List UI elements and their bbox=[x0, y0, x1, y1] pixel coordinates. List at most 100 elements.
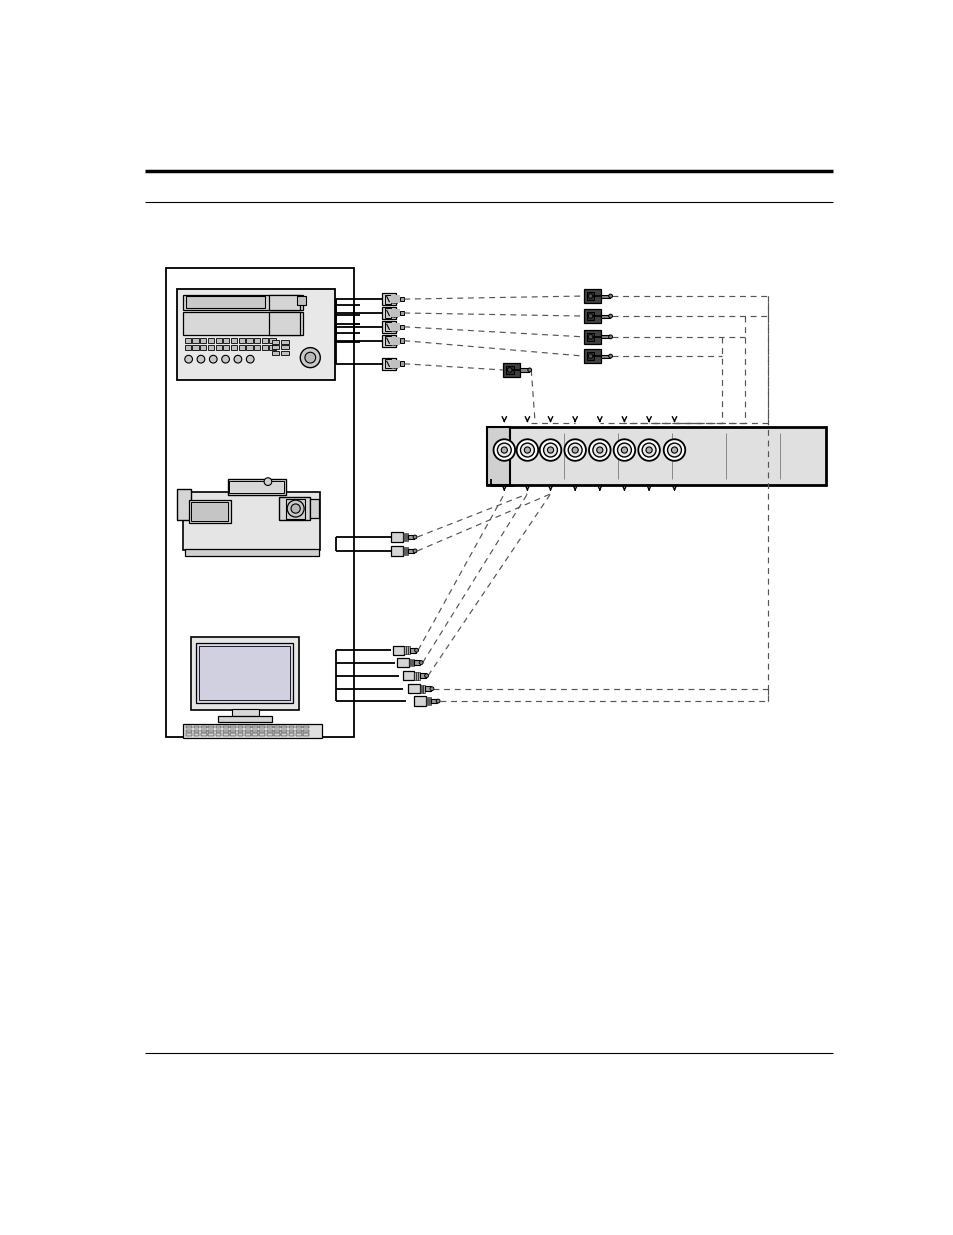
Bar bbox=[391, 337, 399, 345]
Circle shape bbox=[588, 440, 610, 461]
Bar bbox=[396, 658, 409, 667]
Bar bbox=[431, 699, 436, 704]
Bar bbox=[237, 734, 243, 736]
Bar bbox=[391, 359, 399, 368]
Bar bbox=[186, 726, 192, 729]
Bar bbox=[391, 295, 392, 303]
Bar bbox=[193, 734, 199, 736]
Bar bbox=[185, 548, 318, 556]
Circle shape bbox=[287, 500, 304, 517]
Bar bbox=[586, 293, 594, 300]
Circle shape bbox=[568, 443, 581, 457]
Bar bbox=[215, 338, 221, 343]
Bar bbox=[223, 734, 229, 736]
Bar bbox=[393, 324, 394, 331]
Bar bbox=[261, 346, 268, 350]
Circle shape bbox=[608, 294, 612, 298]
Bar bbox=[252, 726, 257, 729]
Bar bbox=[385, 336, 391, 346]
Bar bbox=[269, 338, 275, 343]
Circle shape bbox=[264, 478, 272, 485]
Bar bbox=[215, 730, 221, 732]
Bar bbox=[583, 309, 600, 324]
Bar bbox=[385, 309, 391, 317]
Bar bbox=[395, 295, 396, 303]
Bar bbox=[416, 672, 417, 679]
Bar bbox=[281, 734, 287, 736]
Circle shape bbox=[671, 447, 677, 453]
Bar bbox=[391, 532, 402, 542]
Bar bbox=[253, 346, 260, 350]
Bar bbox=[272, 351, 279, 354]
Bar bbox=[217, 716, 272, 721]
Bar bbox=[391, 295, 399, 303]
Bar bbox=[274, 730, 279, 732]
Circle shape bbox=[413, 550, 416, 553]
Circle shape bbox=[493, 440, 515, 461]
Bar bbox=[394, 309, 395, 317]
Bar bbox=[586, 333, 594, 341]
Bar bbox=[519, 368, 528, 372]
Bar bbox=[394, 359, 395, 368]
Bar bbox=[274, 734, 279, 736]
Bar bbox=[278, 496, 309, 520]
Circle shape bbox=[527, 368, 531, 372]
Bar bbox=[399, 296, 404, 301]
Circle shape bbox=[547, 447, 553, 453]
Bar bbox=[429, 698, 431, 705]
Bar bbox=[201, 734, 207, 736]
Circle shape bbox=[418, 661, 422, 664]
Bar bbox=[408, 548, 414, 553]
Bar bbox=[228, 479, 285, 495]
Bar bbox=[419, 685, 420, 693]
Bar bbox=[246, 338, 253, 343]
Bar bbox=[196, 643, 293, 703]
Bar bbox=[414, 672, 416, 679]
Bar bbox=[201, 730, 207, 732]
Bar bbox=[215, 346, 221, 350]
Bar bbox=[381, 335, 395, 347]
Bar bbox=[261, 338, 268, 343]
Bar bbox=[230, 730, 235, 732]
Bar bbox=[414, 697, 425, 705]
Bar bbox=[295, 726, 301, 729]
Bar bbox=[393, 337, 394, 345]
Bar bbox=[185, 346, 191, 350]
Bar bbox=[404, 547, 406, 555]
Bar bbox=[303, 726, 309, 729]
Bar bbox=[402, 671, 414, 680]
Bar bbox=[289, 734, 294, 736]
Bar bbox=[391, 309, 399, 317]
Bar bbox=[404, 646, 405, 655]
Bar bbox=[600, 315, 609, 317]
Bar bbox=[586, 352, 594, 359]
Circle shape bbox=[497, 443, 511, 457]
Circle shape bbox=[413, 535, 416, 538]
Bar bbox=[245, 730, 251, 732]
Circle shape bbox=[564, 440, 585, 461]
Circle shape bbox=[588, 294, 592, 299]
Bar bbox=[385, 359, 391, 368]
Bar bbox=[183, 493, 320, 550]
Bar bbox=[391, 309, 392, 317]
Circle shape bbox=[500, 447, 507, 453]
Bar bbox=[223, 346, 229, 350]
Bar bbox=[395, 309, 396, 317]
Bar bbox=[421, 685, 422, 693]
Bar bbox=[295, 734, 301, 736]
Bar bbox=[272, 346, 279, 350]
Bar bbox=[487, 427, 825, 484]
Bar bbox=[289, 726, 294, 729]
Bar bbox=[414, 661, 420, 664]
Circle shape bbox=[520, 443, 534, 457]
Bar bbox=[583, 330, 600, 343]
Bar bbox=[230, 734, 235, 736]
Bar bbox=[404, 534, 406, 541]
Circle shape bbox=[436, 699, 439, 703]
Bar bbox=[267, 730, 273, 732]
Bar bbox=[505, 366, 513, 374]
Bar bbox=[391, 359, 392, 368]
Bar bbox=[393, 646, 404, 655]
Bar bbox=[289, 730, 294, 732]
Bar bbox=[399, 338, 404, 343]
